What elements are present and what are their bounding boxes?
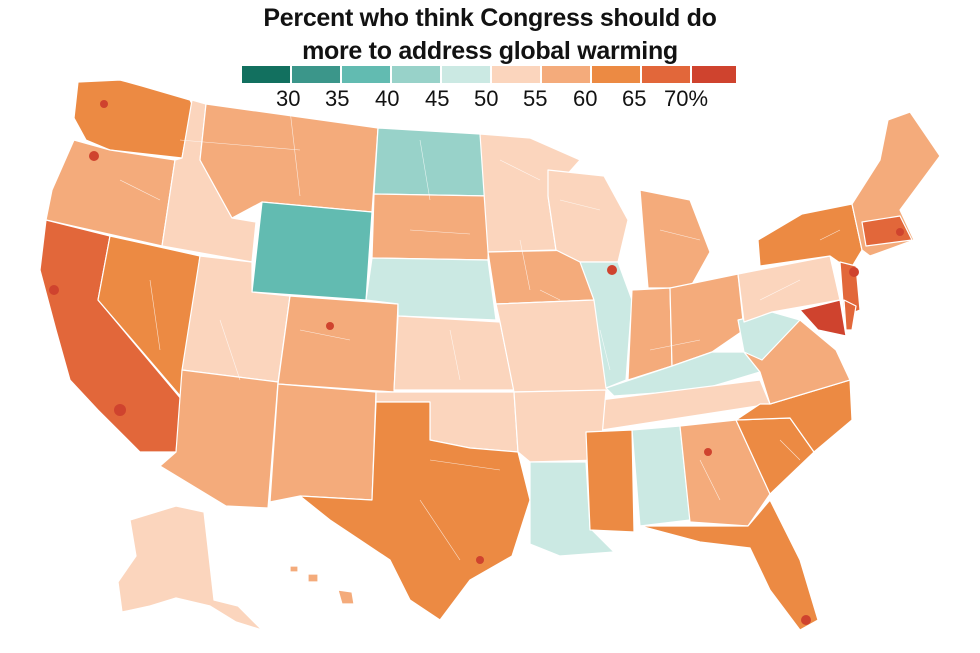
legend-swatch [592, 66, 640, 83]
title-line-1: Percent who think Congress should do [263, 4, 717, 32]
legend-tick: 65 [622, 86, 647, 111]
legend-tick: 50 [474, 86, 499, 111]
city-seattle [100, 100, 108, 108]
state-colorado [277, 295, 399, 393]
legend-swatch [242, 66, 290, 83]
city-new-york [849, 267, 859, 277]
state-hawaii-2 [307, 573, 319, 583]
city-los-angeles [114, 404, 126, 416]
legend-swatch [642, 66, 690, 83]
legend-tick: 60 [573, 86, 598, 111]
state-florida [639, 499, 819, 631]
state-south-dakota [371, 193, 491, 261]
state-alaska [117, 505, 263, 631]
legend-tick: 35 [325, 86, 350, 111]
state-kansas [393, 315, 515, 391]
map-title: Percent who think Congress should do mor… [0, 2, 980, 68]
city-atlanta [704, 448, 712, 456]
state-pennsylvania [737, 255, 841, 323]
state-delaware [843, 299, 857, 331]
state-hawaii-3 [289, 565, 299, 573]
state-arkansas [513, 389, 607, 463]
city-portland [89, 151, 99, 161]
state-mississippi [585, 429, 635, 533]
legend-swatch [442, 66, 490, 83]
state-north-dakota [373, 127, 491, 197]
legend-swatch [542, 66, 590, 83]
title-line-2: more to address global warming [302, 37, 678, 65]
legend-tick: 40 [375, 86, 400, 111]
city-boston [896, 228, 904, 236]
city-houston [476, 556, 484, 564]
state-new-york [757, 203, 863, 271]
state-michigan [639, 189, 711, 289]
legend-swatch [492, 66, 540, 83]
legend-swatch [692, 66, 736, 83]
city-miami [801, 615, 811, 625]
city-bay-area [49, 285, 59, 295]
state-texas [299, 401, 531, 621]
color-legend [242, 66, 736, 84]
legend-tick: 30 [276, 86, 301, 111]
state-indiana [627, 287, 673, 381]
legend-tick: 70% [664, 86, 709, 111]
legend-tick: 45 [425, 86, 450, 111]
state-wisconsin [547, 169, 629, 263]
state-north-carolina [735, 379, 853, 453]
city-chicago [607, 265, 617, 275]
state-louisiana [529, 461, 615, 557]
district-boundary [119, 109, 841, 561]
legend-tick: 55 [523, 86, 548, 111]
legend-swatch [292, 66, 340, 83]
state-ohio [669, 273, 745, 367]
city-denver [326, 322, 334, 330]
state-hawaii-1 [337, 589, 355, 605]
state-maryland [799, 299, 847, 337]
state-arizona [159, 369, 279, 509]
state-illinois [579, 261, 633, 389]
legend-ticks: 30 35 40 45 50 55 60 65 70% [0, 86, 980, 116]
legend-swatch [392, 66, 440, 83]
legend-swatch [342, 66, 390, 83]
state-wyoming [251, 201, 373, 301]
state-georgia [679, 419, 771, 527]
state-montana [199, 103, 379, 219]
state-massachusetts [861, 215, 913, 247]
state-new-mexico [269, 383, 377, 503]
